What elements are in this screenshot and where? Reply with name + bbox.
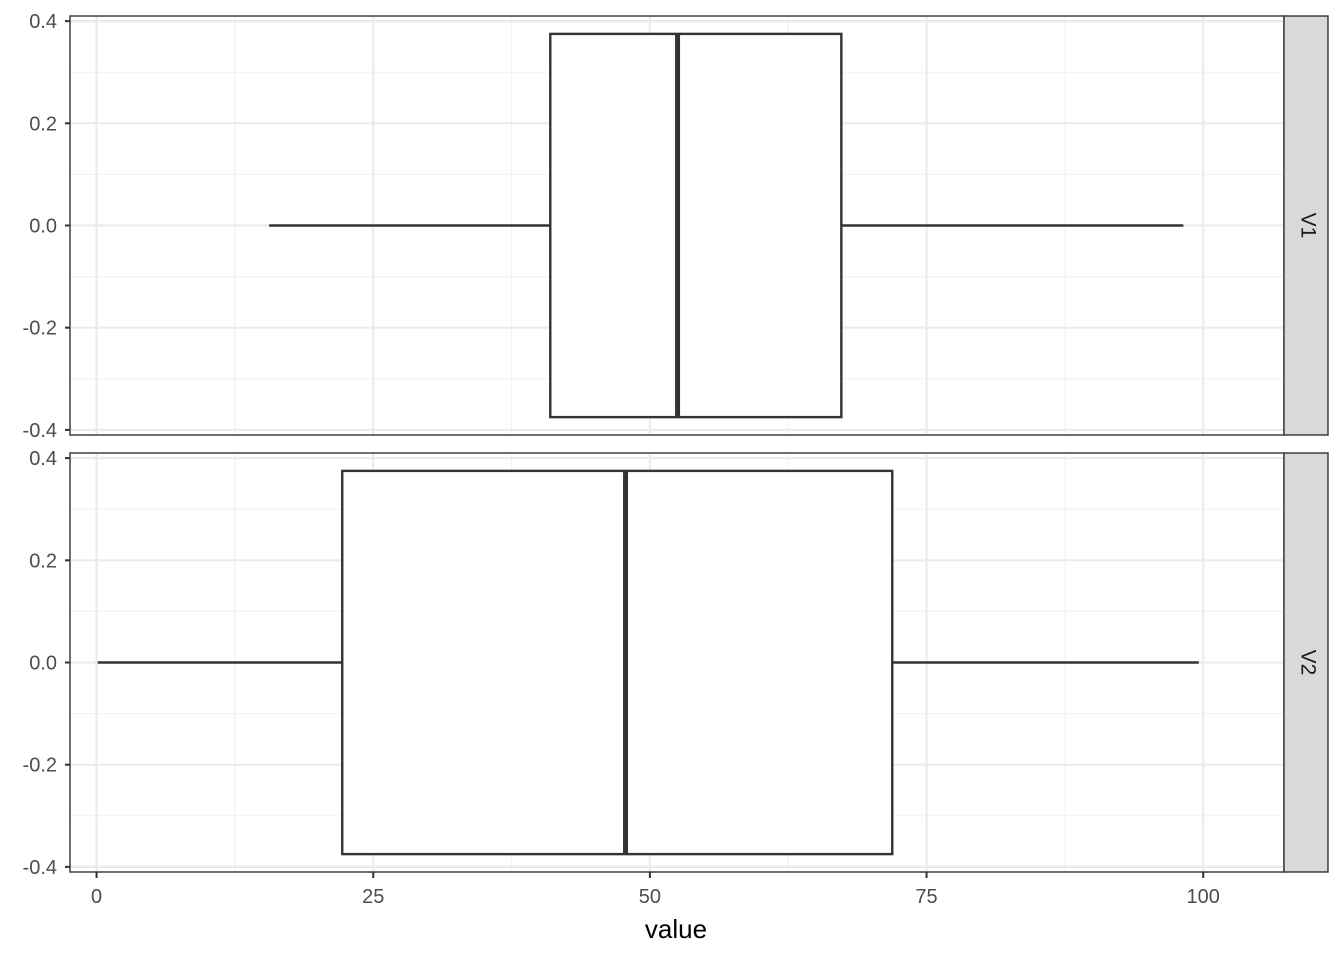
y-tick-label: -0.4: [23, 857, 57, 879]
y-tick-label: -0.4: [23, 420, 57, 442]
y-tick-label: -0.2: [23, 318, 57, 340]
facet-panel-v2: 0.4 0.2 0.0 -0.2 -0.4 V2: [23, 448, 1329, 879]
x-tick-label: 100: [1187, 886, 1220, 908]
facet-panel-v1: 0.4 0.2 0.0 -0.2 -0.4 V1: [23, 11, 1329, 442]
y-tick-label: 0.2: [29, 550, 57, 572]
facet-panels: 0.4 0.2 0.0 -0.2 -0.4 V1 0.4 0.2 0.0 -0.2 -0.4 V2: [23, 11, 1329, 879]
x-tick-label: 75: [915, 886, 937, 908]
x-tick-label: 0: [91, 886, 102, 908]
x-tick-label: 25: [362, 886, 384, 908]
facet-strip: [1283, 452, 1329, 873]
y-tick-label: 0.0: [29, 216, 57, 238]
y-tick-label: 0.4: [29, 448, 57, 470]
x-axis: 0 25 50 75 100: [91, 872, 1220, 908]
y-tick-label: 0.4: [29, 11, 57, 33]
facet-strip-label: V1: [1297, 213, 1320, 239]
box-iqr: [341, 469, 894, 856]
facet-strip: [1283, 15, 1329, 436]
y-tick-label: 0.0: [29, 653, 57, 675]
y-tick-label: -0.2: [23, 755, 57, 777]
y-tick-label: 0.2: [29, 113, 57, 135]
facet-strip-label: V2: [1297, 650, 1320, 676]
x-tick-label: 50: [639, 886, 661, 908]
box-iqr: [549, 32, 843, 419]
x-axis-title: value: [645, 914, 707, 944]
